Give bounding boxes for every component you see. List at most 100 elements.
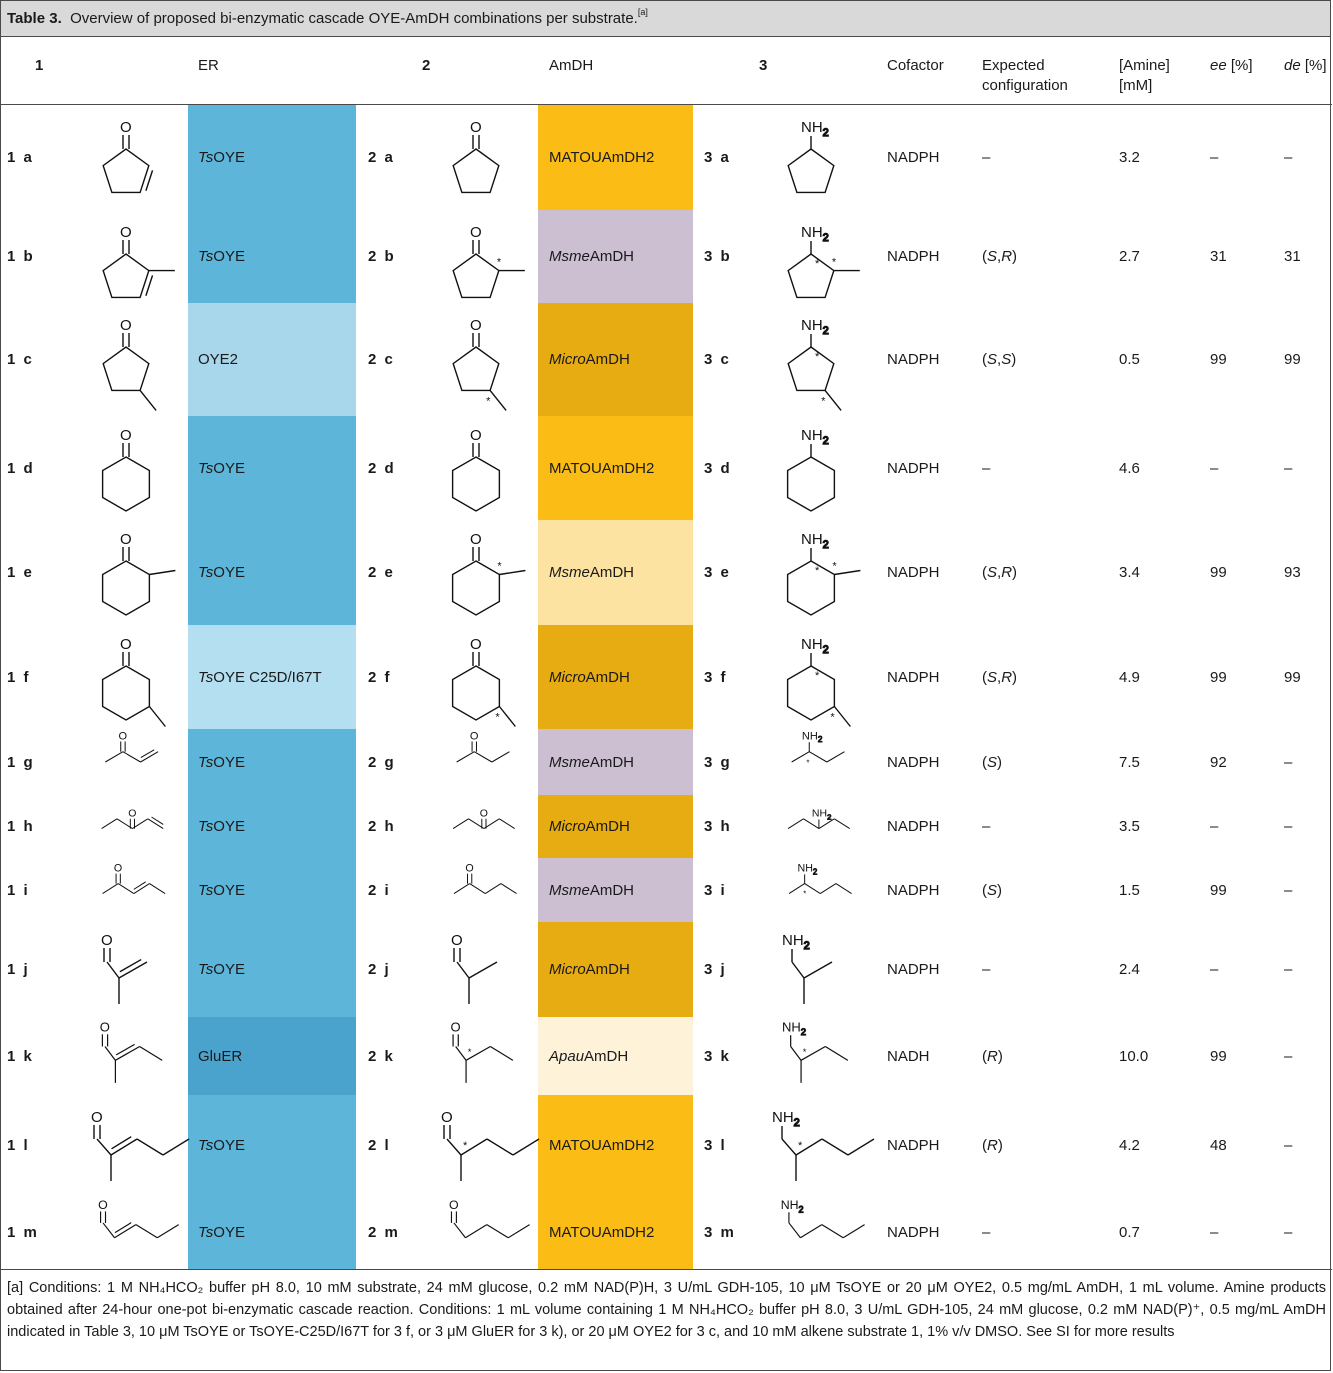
amine-concentration: 1.5: [1119, 881, 1140, 899]
cofactor: NADPH: [887, 459, 940, 477]
structure-1-diagram: O: [71, 416, 191, 520]
svg-text:*: *: [463, 1140, 468, 1152]
svg-text:O: O: [120, 317, 132, 334]
structure-3-diagram: NH2 *: [756, 858, 886, 922]
structure-2-diagram: O: [421, 795, 551, 858]
svg-text:O: O: [128, 808, 136, 820]
structure-1-diagram: O: [71, 520, 191, 625]
structure-1-diagram: O: [71, 795, 191, 858]
er-cell-background: [188, 416, 356, 520]
structure-2-diagram: O *: [421, 303, 551, 416]
compound-1-label: 1 j: [7, 961, 30, 978]
header-er: ER: [198, 57, 219, 74]
ee-value: –: [1210, 459, 1219, 477]
header-amdh: AmDH: [549, 57, 594, 74]
amdh-enzyme: Msme AmDH: [549, 753, 635, 771]
compound-1-label: 1 e: [7, 564, 34, 581]
amdh-cell-background: [538, 303, 693, 416]
header-3: 3: [759, 57, 768, 74]
svg-text:NH2: NH2: [801, 427, 829, 447]
svg-text:*: *: [495, 712, 500, 724]
amdh-cell-background: [538, 520, 693, 625]
structure-3-diagram: NH2 * *: [756, 210, 886, 303]
ee-value: 99: [1210, 564, 1227, 581]
svg-text:NH2: NH2: [801, 224, 829, 244]
expected-configuration: (S): [982, 753, 1003, 771]
structure-1-diagram: O: [71, 303, 191, 416]
header-amine-line1: [Amine]: [1119, 57, 1170, 74]
cofactor: NADPH: [887, 564, 940, 581]
cofactor: NADH: [887, 1047, 930, 1065]
de-value: 93: [1284, 564, 1301, 581]
structure-3-diagram: NH2: [756, 1195, 886, 1269]
svg-text:*: *: [803, 1047, 807, 1058]
compound-2-label: 2 j: [368, 961, 391, 978]
svg-text:O: O: [114, 863, 122, 875]
svg-text:O: O: [120, 224, 132, 241]
er-cell-background: [188, 795, 356, 858]
header-config-line2: configuration: [982, 77, 1068, 94]
compound-1-label: 1 b: [7, 248, 35, 265]
compound-3-label: 3 c: [704, 351, 731, 368]
svg-text:O: O: [441, 1109, 453, 1126]
compound-2-label: 2 d: [368, 459, 396, 477]
ee-value: 92: [1210, 753, 1227, 771]
amdh-enzyme: Msme AmDH: [549, 248, 635, 265]
de-value: 99: [1284, 351, 1301, 368]
expected-configuration: (S, S): [982, 351, 1017, 368]
compound-3-label: 3 d: [704, 459, 732, 477]
svg-text:O: O: [100, 1020, 110, 1035]
header-ee: ee [%]: [1210, 57, 1253, 74]
header-amine-line2: [mM]: [1119, 77, 1153, 94]
table-row: 1 a Ts OYE 2 a MATOUAmDH2 3 a NADPH – 3.2 – – O O NH2: [1, 105, 1332, 210]
er-enzyme: Ts OYE: [198, 818, 245, 835]
structure-2-diagram: O *: [421, 1017, 551, 1095]
compound-3-label: 3 a: [704, 149, 731, 166]
amdh-enzyme: MATOUAmDH2: [549, 459, 655, 477]
expected-configuration: –: [982, 818, 991, 835]
ee-value: 48: [1210, 1136, 1227, 1154]
er-cell-background: [188, 210, 356, 303]
amine-concentration: 2.4: [1119, 961, 1140, 978]
svg-text:O: O: [470, 531, 482, 548]
svg-text:O: O: [451, 932, 463, 949]
svg-text:O: O: [465, 863, 473, 875]
cofactor: NADPH: [887, 1223, 940, 1241]
header-cofactor: Cofactor: [887, 57, 944, 74]
structure-3-diagram: NH2: [756, 795, 886, 858]
table-header: 1 ER 2 AmDH 3 Cofactor Expected configur…: [1, 37, 1332, 105]
svg-text:O: O: [449, 1198, 459, 1212]
ee-value: –: [1210, 818, 1219, 835]
expected-configuration: (S, R): [982, 564, 1018, 581]
er-cell-background: [188, 105, 356, 210]
svg-text:NH2: NH2: [798, 863, 818, 877]
compound-3-label: 3 l: [704, 1136, 727, 1154]
amdh-enzyme: MATOUAmDH2: [549, 1223, 655, 1241]
svg-text:NH2: NH2: [782, 932, 810, 952]
compound-2-label: 2 f: [368, 668, 392, 686]
de-value: –: [1284, 1223, 1293, 1241]
de-value: –: [1284, 881, 1293, 899]
ee-value: 99: [1210, 1047, 1227, 1065]
structure-3-diagram: NH2: [756, 416, 886, 520]
table-row: 1 d Ts OYE 2 d MATOUAmDH2 3 d NADPH – 4.6 – – O O NH2: [1, 416, 1332, 520]
svg-text:O: O: [470, 427, 482, 444]
er-enzyme: Ts OYE: [198, 149, 245, 166]
de-value: –: [1284, 149, 1293, 166]
er-cell-background: [188, 1017, 356, 1095]
structure-1-diagram: O: [71, 625, 191, 729]
structure-3-diagram: NH2 *: [756, 729, 886, 795]
amdh-enzyme: MATOUAmDH2: [549, 149, 655, 166]
de-value: 31: [1284, 248, 1301, 265]
amine-concentration: 4.6: [1119, 459, 1140, 477]
expected-configuration: (R): [982, 1136, 1003, 1154]
amdh-cell-background: [538, 1017, 693, 1095]
structure-3-diagram: NH2 *: [756, 1017, 886, 1095]
svg-text:*: *: [832, 257, 837, 269]
structure-1-diagram: O: [71, 729, 191, 795]
er-cell-background: [188, 625, 356, 729]
caption-text: Overview of proposed bi-enzymatic cascad…: [70, 10, 638, 27]
cofactor: NADPH: [887, 668, 940, 686]
expected-configuration: (S, R): [982, 248, 1018, 265]
header-2: 2: [422, 57, 431, 74]
